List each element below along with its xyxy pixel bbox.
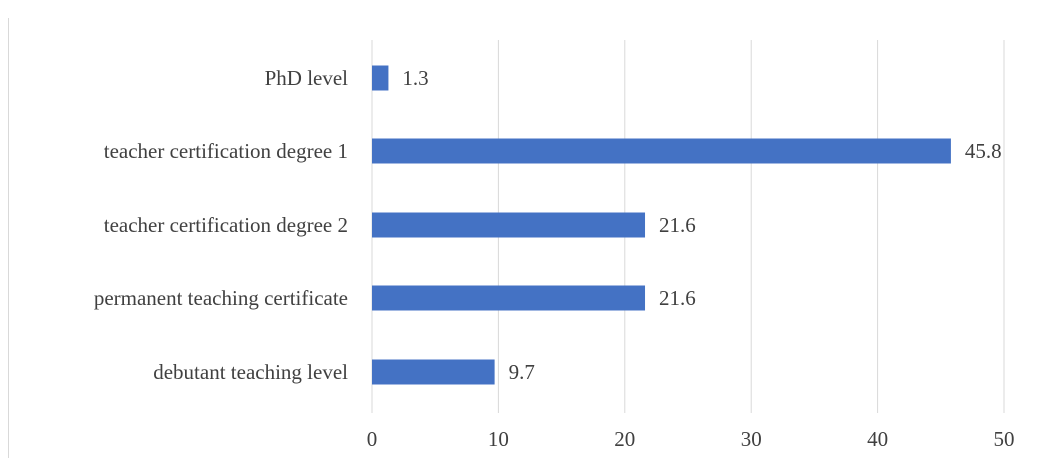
data-label: 21.6 [659,213,696,237]
bar [372,138,951,164]
category-label: permanent teaching certificate [94,286,348,310]
data-label: 9.7 [509,360,535,384]
bars [372,65,951,385]
bar [372,285,646,311]
labels: 0 10 20 30 40 50 PhD level 1.3 teacher certifica… [94,66,1015,451]
bar [372,359,495,385]
x-tick-label: 0 [367,427,378,451]
data-label: 1.3 [402,66,428,90]
bar [372,65,389,91]
x-tick-label: 40 [867,427,888,451]
data-label: 21.6 [659,286,696,310]
x-tick-label: 10 [488,427,509,451]
category-label: debutant teaching level [153,360,348,384]
chart-frame-edge [8,18,9,458]
category-label: PhD level [265,66,349,90]
bar [372,212,646,238]
category-label: teacher certification degree 2 [104,213,348,237]
category-label: teacher certification degree 1 [104,139,348,163]
x-tick-label: 50 [994,427,1015,451]
x-tick-label: 30 [741,427,762,451]
data-label: 45.8 [965,139,1002,163]
x-tick-label: 20 [614,427,635,451]
